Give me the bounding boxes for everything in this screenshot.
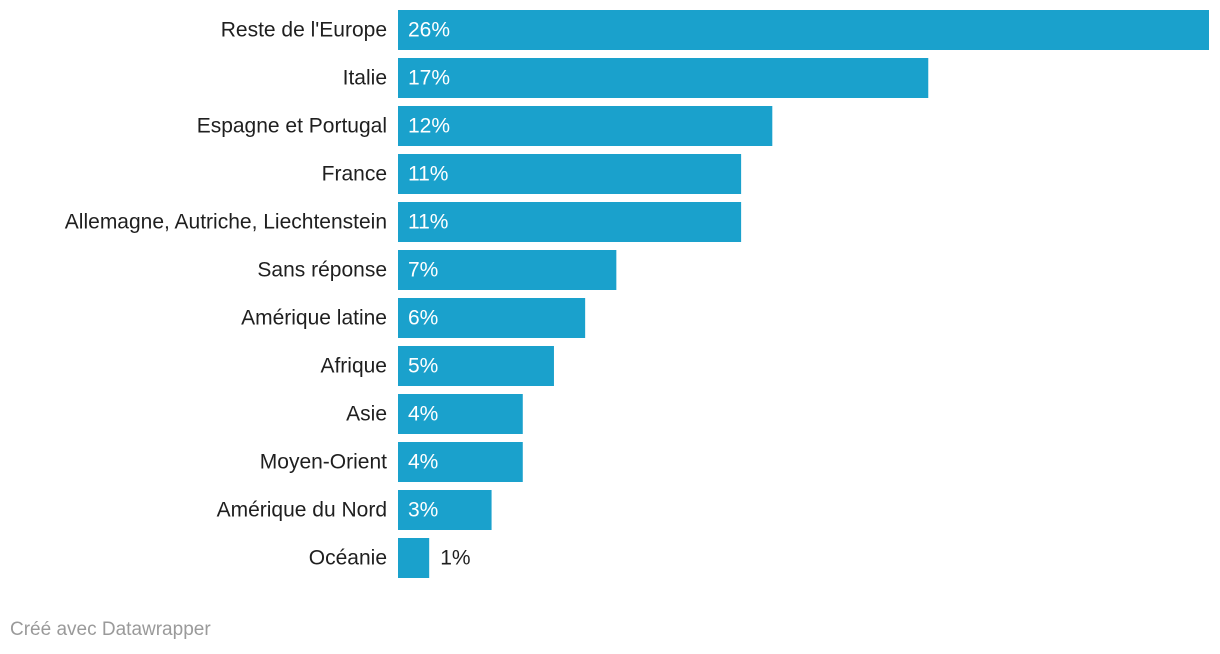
category-label: Océanie — [309, 547, 387, 570]
category-label: Asie — [346, 403, 387, 426]
bar — [398, 394, 523, 434]
bar-row-moyen-orient: Moyen-Orient 4% — [260, 442, 523, 482]
value-label: 3% — [408, 499, 438, 522]
category-label: Allemagne, Autriche, Liechtenstein — [65, 211, 387, 234]
bar-row-amerique-latine: Amérique latine 6% — [241, 298, 586, 338]
category-label: Espagne et Portugal — [197, 115, 387, 138]
bar-row-sans-reponse: Sans réponse 7% — [257, 250, 617, 290]
category-label: Reste de l'Europe — [221, 19, 387, 42]
value-label: 7% — [408, 259, 438, 282]
category-label: Amérique latine — [241, 307, 387, 330]
bar — [398, 490, 492, 530]
value-label: 1% — [440, 547, 470, 570]
value-label: 4% — [408, 403, 438, 426]
value-label: 26% — [408, 19, 450, 42]
value-label: 11% — [408, 211, 448, 234]
bar-row-italie: Italie 17% — [343, 58, 929, 98]
bar-row-allemagne-autriche-liechtenstein: Allemagne, Autriche, Liechtenstein 11% — [65, 202, 742, 242]
bar — [398, 106, 773, 146]
bar-row-reste-de-l-europe: Reste de l'Europe 26% — [221, 10, 1209, 50]
bar — [398, 442, 523, 482]
bar-row-espagne-et-portugal: Espagne et Portugal 12% — [197, 106, 773, 146]
bar-chart: Reste de l'Europe 26% Italie 17% Espagne et … — [65, 10, 1209, 578]
value-label: 11% — [408, 163, 448, 186]
category-label: France — [322, 163, 387, 186]
value-label: 12% — [408, 115, 450, 138]
bar-row-afrique: Afrique 5% — [320, 346, 554, 386]
bar — [398, 58, 929, 98]
bar-row-oceanie: Océanie 1% — [309, 538, 471, 578]
category-label: Italie — [343, 67, 387, 90]
category-label: Afrique — [320, 355, 387, 378]
bar — [398, 202, 742, 242]
bar — [398, 538, 430, 578]
value-label: 17% — [408, 67, 450, 90]
bar — [398, 346, 554, 386]
bar — [398, 154, 742, 194]
category-label: Amérique du Nord — [217, 499, 387, 522]
value-label: 4% — [408, 451, 438, 474]
datawrapper-credit: Créé avec Datawrapper — [10, 619, 211, 640]
bar — [398, 250, 617, 290]
category-label: Moyen-Orient — [260, 451, 387, 474]
bar — [398, 298, 586, 338]
bar — [398, 10, 1209, 50]
bar-row-france: France 11% — [322, 154, 742, 194]
bar-row-amerique-du-nord: Amérique du Nord 3% — [217, 490, 492, 530]
value-label: 5% — [408, 355, 438, 378]
value-label: 6% — [408, 307, 438, 330]
category-label: Sans réponse — [257, 259, 387, 282]
bar-row-asie: Asie 4% — [346, 394, 523, 434]
